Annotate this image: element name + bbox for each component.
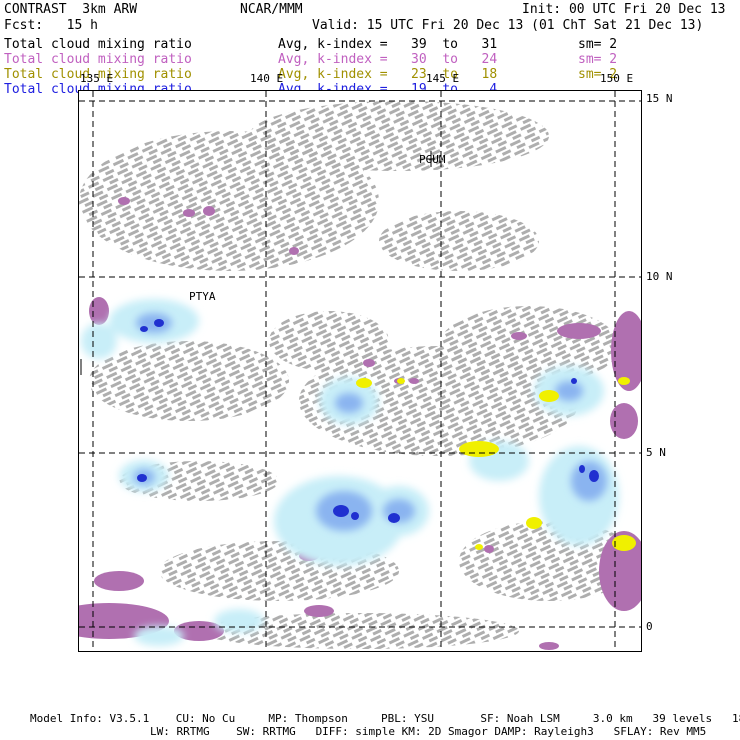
lon-label-145: 145 E: [426, 72, 460, 85]
field-sm: sm= 2: [578, 52, 618, 67]
station-markers: [80, 151, 435, 375]
purple-cloud-patches: [79, 197, 641, 650]
model-info-line2: LW: RRTMG SW: RRTMG DIFF: simple KM: 2D …: [150, 725, 707, 738]
lon-label-150: 150 E: [600, 72, 634, 85]
model-title: CONTRAST 3km ARW: [4, 2, 138, 17]
station-ptya: PTYA: [189, 290, 216, 303]
field-name: Total cloud mixing ratio: [4, 52, 192, 67]
lat-label-0: 0: [646, 620, 653, 633]
lat-lon-grid: [79, 91, 641, 651]
lon-label-140: 140 E: [250, 72, 284, 85]
init-time: Init: 00 UTC Fri 20 Dec 13: [522, 2, 726, 17]
field-sm: sm= 2: [578, 37, 618, 52]
lat-label-15n: 15 N: [646, 92, 673, 105]
field-avg: Avg, k-index = 30 to 24: [278, 52, 498, 67]
lat-label-5n: 5 N: [646, 446, 666, 459]
field-avg: Avg, k-index = 23 to 18: [278, 67, 498, 82]
station-pgum: PGUM: [419, 153, 446, 166]
field-avg: Avg, k-index = 39 to 31: [278, 37, 498, 52]
deep-blue-cores: [137, 319, 599, 523]
model-info-line1: Model Info: V3.5.1 CU: No Cu MP: Thompso…: [30, 712, 740, 725]
forecast-map: PGUM PTYA: [78, 90, 642, 652]
lon-label-135: 135 E: [80, 72, 114, 85]
lat-label-10n: 10 N: [646, 270, 673, 283]
organization: NCAR/MMM: [240, 2, 303, 17]
field-name: Total cloud mixing ratio: [4, 67, 192, 82]
cloud-field-plot: [79, 91, 641, 651]
field-sm: sm= 2: [578, 67, 618, 82]
valid-time: Valid: 15 UTC Fri 20 Dec 13 (01 ChT Sat …: [312, 18, 704, 33]
forecast-hour: Fcst: 15 h: [4, 18, 98, 33]
field-name: Total cloud mixing ratio: [4, 37, 192, 52]
